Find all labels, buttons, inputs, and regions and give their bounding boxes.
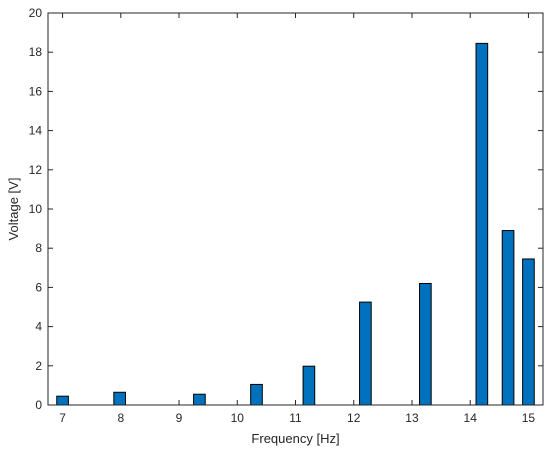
bar — [113, 391, 126, 406]
y-tick-label: 14 — [29, 124, 43, 138]
bars — [56, 42, 535, 406]
bar — [522, 258, 535, 406]
x-axis-ticks: 7 8 9 10 11 12 13 14 15 — [59, 13, 535, 425]
y-tick-label: 8 — [35, 241, 42, 255]
y-tick-label: 6 — [35, 280, 42, 294]
x-tick-label: 9 — [176, 411, 183, 425]
y-tick-label: 16 — [29, 84, 43, 98]
y-tick-label: 20 — [29, 6, 43, 20]
bar — [56, 395, 69, 406]
bar — [250, 383, 263, 406]
x-tick-label: 8 — [117, 411, 124, 425]
y-tick-label: 10 — [29, 202, 43, 216]
bar — [302, 365, 316, 406]
bar — [359, 301, 372, 406]
y-axis-ticks: 0 2 4 6 8 10 12 14 16 18 20 — [29, 6, 543, 412]
y-axis-label: Voltage [V] — [6, 178, 21, 241]
y-tick-label: 12 — [29, 163, 43, 177]
x-tick-label: 10 — [231, 411, 245, 425]
plot-area-frame — [47, 12, 544, 406]
x-tick-label: 7 — [59, 411, 66, 425]
y-tick-label: 18 — [29, 45, 43, 59]
y-tick-label: 0 — [35, 398, 42, 412]
x-tick-label: 15 — [522, 411, 536, 425]
bar — [419, 282, 432, 406]
x-tick-label: 12 — [347, 411, 361, 425]
x-axis-label: Frequency [Hz] — [251, 431, 339, 446]
y-tick-label: 4 — [35, 320, 42, 334]
x-tick-label: 13 — [405, 411, 419, 425]
bar — [193, 393, 206, 406]
x-tick-label: 14 — [464, 411, 478, 425]
y-tick-label: 2 — [35, 359, 42, 373]
bar — [475, 42, 489, 406]
bar — [501, 230, 515, 406]
x-tick-label: 11 — [289, 411, 302, 425]
